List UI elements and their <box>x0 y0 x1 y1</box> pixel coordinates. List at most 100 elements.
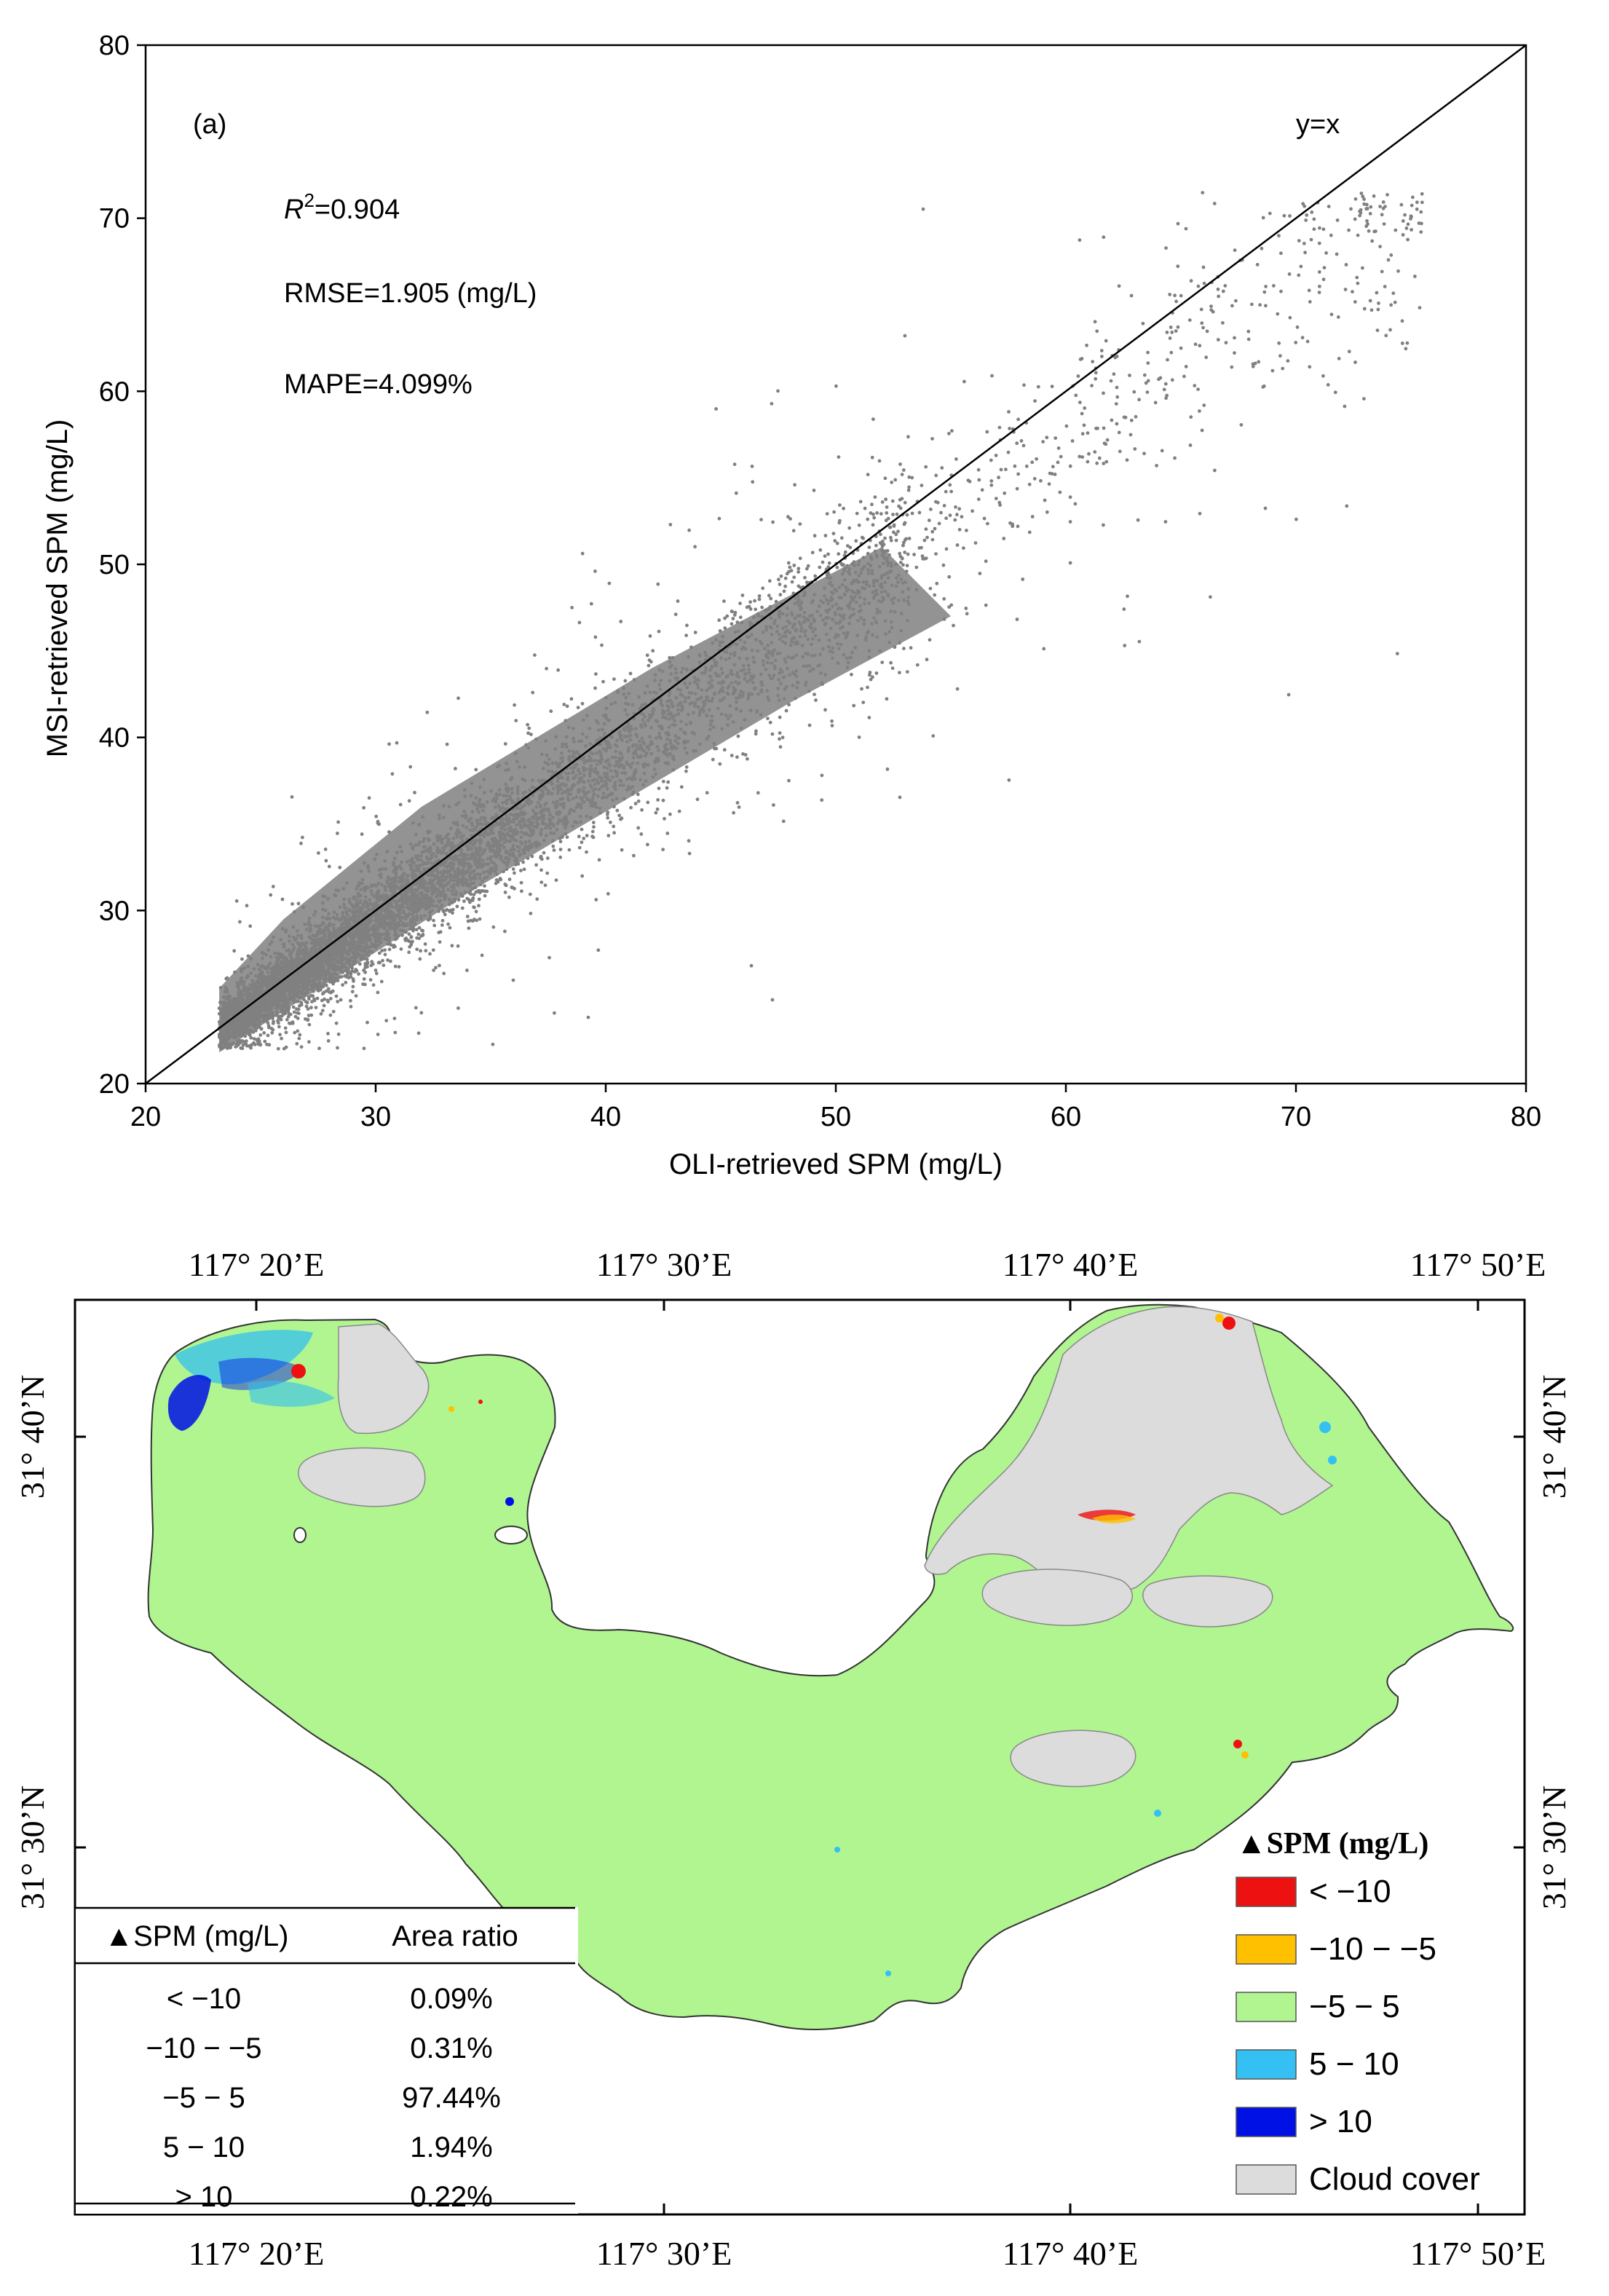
scatter-point <box>393 1030 398 1035</box>
scatter-point <box>585 834 589 837</box>
scatter-point <box>336 1000 340 1003</box>
scatter-point <box>328 1013 333 1017</box>
scatter-point <box>636 799 641 803</box>
scatter-point <box>776 389 780 393</box>
scatter-point <box>1105 438 1110 442</box>
scatter-point <box>921 207 925 211</box>
scatter-point <box>1087 451 1091 456</box>
scatter-point <box>1198 511 1202 516</box>
scatter-point <box>883 476 887 481</box>
scatter-point <box>1216 287 1220 291</box>
scatter-point <box>1406 237 1410 242</box>
scatter-point <box>823 708 827 712</box>
scatter-point <box>351 985 355 989</box>
scatter-point <box>868 671 872 674</box>
scatter-point <box>336 832 339 835</box>
scatter-point <box>955 543 960 547</box>
scatter-point <box>730 609 734 614</box>
scatter-point <box>866 473 870 477</box>
scatter-point <box>1217 294 1221 299</box>
scatter-point <box>978 572 982 575</box>
scatter-point <box>767 593 771 598</box>
scatter-point <box>898 561 903 564</box>
scatter-point <box>507 895 511 899</box>
scatter-point <box>534 863 538 867</box>
scatter-point <box>840 563 845 567</box>
scatter-point <box>748 607 753 611</box>
scatter-point <box>1257 360 1261 364</box>
scatter-point <box>1129 293 1134 298</box>
scatter-point <box>711 757 715 762</box>
scatter-point <box>271 885 275 888</box>
scatter-point <box>749 963 754 968</box>
scatter-point <box>833 539 837 543</box>
scatter-point <box>738 615 743 620</box>
scatter-point <box>693 631 697 634</box>
scatter-point <box>984 559 988 564</box>
scatter-point <box>1268 211 1272 216</box>
scatter-point <box>580 840 584 845</box>
scatter-point <box>1329 312 1334 317</box>
scatter-point <box>1393 228 1398 232</box>
scatter-point <box>386 958 390 962</box>
scatter-point <box>358 962 362 966</box>
scatter-point <box>1324 251 1328 255</box>
scatter-point <box>252 1037 256 1041</box>
scatter-point <box>839 536 844 540</box>
scatter-point <box>1376 307 1380 312</box>
scatter-point <box>1329 233 1333 237</box>
scatter-point <box>1383 285 1387 288</box>
scatter-point <box>1258 303 1262 307</box>
scatter-point <box>465 915 470 918</box>
scatter-point <box>1404 347 1408 351</box>
scatter-point <box>657 786 661 790</box>
scatter-point <box>472 893 476 896</box>
scatter-point <box>419 934 424 938</box>
scatter-point <box>948 483 952 487</box>
scatter-point <box>730 622 734 626</box>
scatter-point <box>1050 472 1054 476</box>
scatter-point <box>976 497 981 501</box>
scatter-point <box>997 476 1000 480</box>
scatter-point <box>970 509 974 513</box>
scatter-point <box>1091 360 1095 363</box>
scatter-point <box>549 709 553 714</box>
scatter-point <box>796 570 800 574</box>
scatter-point <box>315 996 320 1001</box>
scatter-point <box>418 957 422 961</box>
scatter-point <box>565 835 569 839</box>
scatter-point <box>1262 290 1267 294</box>
scatter-point <box>955 687 960 691</box>
scatter-point <box>867 545 871 549</box>
scatter-point <box>1123 415 1128 419</box>
scatter-point <box>901 563 905 567</box>
scatter-point <box>432 918 435 923</box>
scatter-point <box>395 741 399 745</box>
scatter-point <box>737 805 741 809</box>
scatter-point <box>1053 436 1058 440</box>
scatter-point <box>1165 393 1169 398</box>
scatter-point <box>1080 455 1085 459</box>
scatter-point <box>850 672 853 676</box>
scatter-point <box>1076 374 1080 378</box>
scatter-point <box>307 995 311 999</box>
scatter-point <box>1068 561 1072 565</box>
scatter-point <box>1013 464 1017 468</box>
scatter-point <box>336 979 340 982</box>
scatter-point <box>947 575 952 579</box>
scatter-point <box>820 773 824 778</box>
scatter-point <box>837 455 841 459</box>
scatter-point <box>290 902 294 906</box>
scatter-point <box>284 1030 288 1035</box>
scatter-point <box>885 697 889 701</box>
scatter-point <box>1123 644 1127 647</box>
scatter-point <box>757 597 762 601</box>
scatter-point <box>734 491 738 495</box>
scatter-point <box>1400 342 1404 345</box>
scatter-point <box>510 885 515 890</box>
scatter-point <box>1369 205 1373 209</box>
scatter-point <box>1016 417 1020 422</box>
scatter-point <box>732 613 737 617</box>
scatter-point <box>1134 414 1138 419</box>
scatter-point <box>507 877 512 881</box>
